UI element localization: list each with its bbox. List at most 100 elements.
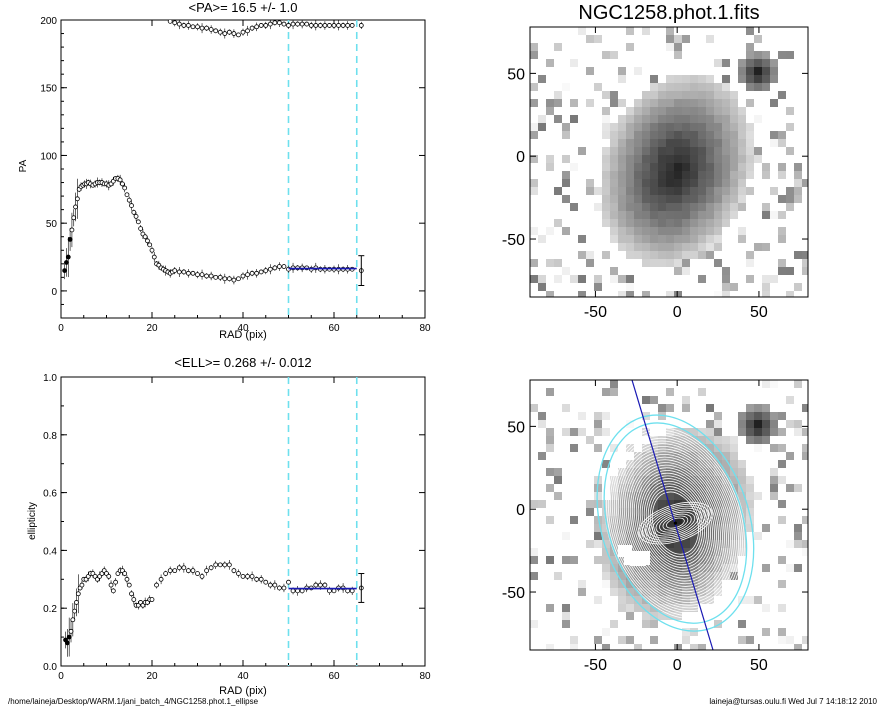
ellipse-fit-image-pixel [530,572,538,580]
galaxy-image-pixel [538,275,546,283]
ellipse-fit-image-pixel [746,492,754,500]
ellipse-fit-image-pixel [546,444,554,452]
galaxy-image-pixel [738,131,746,139]
galaxy-image-pixel [754,67,762,75]
ellipse-fit-image-pixel [690,548,698,556]
galaxy-image-pixel [578,147,586,155]
ellipse-fit-image-pixel [634,564,642,572]
ellipse-fit-image-pixel [730,476,738,484]
ellipse-fit-image-pixel [538,500,546,508]
galaxy-image-pixel [658,123,666,131]
galaxy-image-pixel [554,115,562,123]
ellipse-fit-image-pixel [738,460,746,468]
ellipse-fit-image-pixel [666,468,674,476]
galaxy-image-pixel [610,99,618,107]
ellipse-fit-image-pixel [770,380,778,388]
galaxy-image-pixel [762,291,770,297]
galaxy-image-pixel [610,187,618,195]
galaxy-image-pixel [642,115,650,123]
ellipse-fit-image-pixel [666,444,674,452]
galaxy-image-pixel [754,243,762,251]
ellipse-fit-image-pixel [594,500,602,508]
ellipse-fit-image-pixel [650,572,658,580]
pa-data-point [71,215,77,221]
galaxy-image-pixel [658,139,666,147]
galaxy-image-pixel [626,275,634,283]
ellipse-fit-image-pixel [602,556,610,564]
ellipse-fit-image-pixel [802,540,808,548]
ellipse-fit-image-pixel [698,468,706,476]
galaxy-image-pixel [690,75,698,83]
galaxy-image-pixel [634,67,642,75]
pa-data-point [240,273,246,279]
galaxy-image-pixel [626,211,634,219]
galaxy-image-pixel [762,243,770,251]
ellipse-fit-image-pixel [666,540,674,548]
pa-data-point [281,264,287,269]
ellipse-fit-image-pixel [746,524,754,532]
ellipse-fit-image-pixel [530,620,538,628]
ellipse-fit-image-pixel [626,492,634,500]
galaxy-image-pixel [762,203,770,211]
galaxy-image-pixel [706,147,714,155]
ellipse-fit-image-pixel [690,436,698,444]
pa-data-point [299,21,305,27]
galaxy-image-pixel [730,99,738,107]
pa-data-point [190,24,196,30]
pa-data-point [195,272,200,278]
galaxy-image-pixel [602,115,610,123]
pa-xtick-label: 40 [237,323,249,334]
ellipse-fit-image-pixel [762,436,770,444]
galaxy-image-pixel [754,35,762,43]
ellipse-fit-image-pixel [786,420,794,428]
ellipse-fit-image-pixel [706,532,714,540]
galaxy-image-pixel [554,91,562,99]
galaxy-image-pixel [706,179,714,187]
galaxy-image-pixel [698,75,706,83]
ellipse-fit-image-pixel [754,404,762,412]
galaxy-image-pixel [626,27,634,35]
ellipse-fit-image-pixel [610,484,618,492]
ellipse-fit-image-pixel [666,388,674,396]
galaxy-image-pixel [698,155,706,163]
galaxy-image-pixel [706,219,714,227]
galaxy-image-pixel [658,251,666,259]
galaxy-image-pixel [674,267,682,275]
ellipticity-ytick-label: 1.0 [43,373,57,384]
galaxy-image-pixel [634,251,642,259]
ellipse-fit-image-pixel [626,540,634,548]
galaxy-image-pixel [570,163,578,171]
pa-xlabel: RAD (pix) [219,329,267,341]
pa-data-point [222,276,228,282]
galaxy-image-pixel [730,179,738,187]
galaxy-image-pixel [642,291,650,297]
ellipse-fit-image-pixel [714,508,722,516]
ellipse-fit-image-frame [529,379,809,651]
ellipticity-data-point [163,571,169,576]
ellipse-fit-image-pixel [786,452,794,460]
galaxy-image-pixel [730,171,738,179]
galaxy-image-pixel [618,243,626,251]
ellipticity-data-point [158,576,164,582]
galaxy-image-pixel [658,115,666,123]
galaxy-image-pixel [706,123,714,131]
galaxy-image-pixel [682,203,690,211]
ellipse-fit-image-pixel [714,484,722,492]
ellipse-fit-image-pixel [538,412,546,420]
pa-data-point [74,196,80,202]
galaxy-image-pixel [666,99,674,107]
pa-data-point [317,23,323,28]
galaxy-image-pixel [618,123,626,131]
galaxy-image-pixel [714,203,722,211]
galaxy-image-pixel [594,83,602,91]
ellipse-fit-image-pixel [722,572,730,580]
galaxy-image-pixel [714,195,722,203]
ellipse-fit-image-pixel [698,508,706,516]
pa-xtick-label: 20 [146,323,158,334]
range-ellipse [596,414,755,632]
image-title: NGC1258.phot.1.fits [578,2,759,24]
ellipse-fit-image-pixel [650,564,658,572]
galaxy-image-pixel [762,59,770,67]
isophote-ellipse [631,464,719,582]
ellipse-fit-image-pixel [642,460,650,468]
